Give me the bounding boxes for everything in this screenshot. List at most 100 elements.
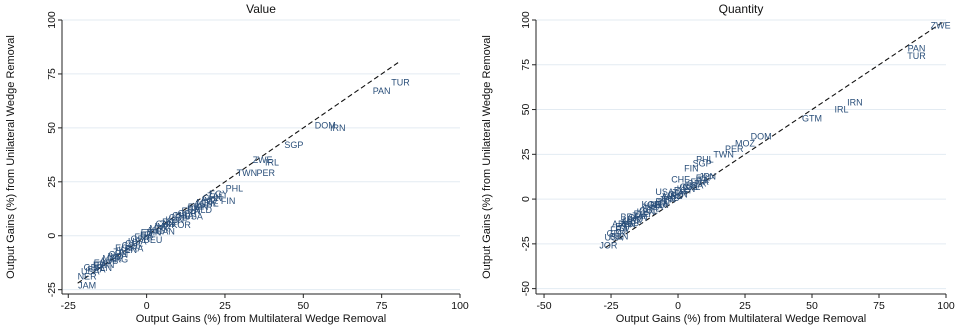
point-cluster-label: ESP — [141, 228, 159, 238]
x-tick-label: 50 — [297, 300, 309, 312]
reference-line — [77, 60, 401, 284]
point-cluster-label: FRA — [690, 177, 708, 187]
point-label-zwe: ZWE — [253, 155, 273, 165]
point-cluster-label: AUS — [194, 200, 213, 210]
point-cluster-label: COL — [169, 213, 188, 223]
point-cluster-label: EGY — [674, 186, 693, 196]
point-cluster-label: GBR — [687, 179, 707, 189]
point-label-ner: NER — [78, 272, 98, 282]
point-cluster-label: ITA — [93, 260, 106, 270]
point-label-sen: SEN — [93, 263, 112, 273]
point-label-fin: FIN — [221, 196, 236, 206]
point-label-tur: TUR — [907, 51, 926, 61]
x-tick-label: 75 — [873, 300, 885, 312]
point-label-sgp: SGP — [284, 140, 303, 150]
point-cluster-label: JPN — [97, 260, 114, 270]
point-cluster-label: FRA — [610, 225, 628, 235]
point-label-nld: NLD — [194, 205, 213, 215]
x-tick-label: -25 — [61, 300, 76, 312]
point-cluster-label: ITA — [187, 204, 200, 214]
point-cluster-label: JPN — [699, 171, 716, 181]
point-cluster-label: IND — [155, 221, 171, 231]
point-label-bra: BRA — [125, 244, 144, 254]
point-label-fin: FIN — [684, 164, 699, 174]
point-cluster-label: MEX — [663, 191, 683, 201]
point-cluster-label: USA — [645, 202, 664, 212]
point-cluster-label: ZAF — [113, 247, 131, 257]
point-cluster-label: CHL — [642, 204, 660, 214]
point-cluster-label: GBR — [178, 208, 198, 218]
point-cluster-label: EGY — [162, 217, 181, 227]
point-cluster-label: ESP — [615, 222, 633, 232]
y-tick-label: 100 — [520, 11, 532, 29]
point-cluster-label: AUS — [147, 226, 166, 236]
x-tick-label: 0 — [675, 300, 681, 312]
y-tick-label: 100 — [46, 11, 58, 29]
point-cluster-label: EGY — [115, 243, 134, 253]
point-label-usa: USA — [655, 187, 674, 197]
chart-panel-2: -50 -25 0 25 50 75 100-50-250255075100USAGBRFR… — [481, 2, 955, 325]
point-cluster-label: IND — [202, 195, 218, 205]
point-cluster-label: CHN — [109, 249, 129, 259]
y-tick-label: 75 — [520, 59, 532, 71]
point-label-phl: PHL — [226, 183, 244, 193]
point-cluster-label: ITA — [655, 198, 668, 208]
point-label-dom: DOM — [751, 131, 772, 141]
point-label-irl: IRL — [265, 157, 279, 167]
point-cluster-label: FRA — [181, 206, 199, 216]
point-cluster-label: ITA — [615, 223, 628, 233]
x-tick-label: -25 — [603, 300, 618, 312]
point-cluster-label: JPN — [659, 195, 676, 205]
point-cluster-label: ESP — [188, 202, 206, 212]
point-cluster-label: COL — [639, 205, 658, 215]
y-tick-label: 50 — [520, 104, 532, 116]
point-label-irn: IRN — [847, 97, 863, 107]
point-cluster-label: USA — [81, 267, 100, 277]
point-cluster-label: USA — [604, 232, 623, 242]
y-tick-label: -25 — [46, 282, 58, 297]
point-cluster-label: FRA — [87, 264, 105, 274]
point-cluster-label: ZAF — [672, 188, 690, 198]
y-tick-label: -50 — [520, 281, 532, 296]
x-axis-label: Output Gains (%) from Multilateral Wedge… — [616, 313, 866, 325]
x-tick-label: -50 — [536, 300, 551, 312]
point-cluster-label: USA — [175, 210, 194, 220]
point-label-kor: KOR — [641, 199, 661, 209]
point-cluster-label: CHN — [156, 219, 176, 229]
point-cluster-label: ESP — [94, 258, 112, 268]
chart-title: Quantity — [719, 2, 764, 16]
y-tick-label: 0 — [520, 196, 532, 202]
point-cluster-label: ZAF — [160, 219, 178, 229]
point-cluster-label: ESP — [696, 173, 714, 183]
x-tick-label: 50 — [806, 300, 818, 312]
point-cluster-label: MEX — [102, 254, 122, 264]
point-cluster-label: CHL — [682, 182, 700, 192]
point-cluster-label: MEX — [149, 223, 169, 233]
point-label-can: CAN — [156, 226, 175, 236]
point-cluster-label: FRA — [650, 200, 668, 210]
point-label-twn: TWN — [237, 168, 258, 178]
point-label-che: CHE — [200, 198, 219, 208]
point-cluster-label: KEN — [166, 215, 185, 225]
point-cluster-label: IND — [668, 191, 684, 201]
point-cluster-label: FRA — [134, 232, 152, 242]
point-label-tur: TUR — [391, 78, 410, 88]
point-cluster-label: CHN — [668, 189, 688, 199]
point-label-kor: KOR — [171, 220, 191, 230]
reference-line — [605, 21, 944, 248]
x-tick-label: 0 — [144, 300, 150, 312]
point-cluster-label: CHN — [203, 193, 223, 203]
point-label-per: PER — [725, 144, 744, 154]
chart-panel-1: -25 0 25 50 75 100-250255075100USAGBRFRAITAES… — [5, 2, 469, 325]
point-label-moz: MOZ — [735, 139, 755, 149]
point-cluster-label: IND — [108, 251, 124, 261]
point-cluster-label: KEN — [119, 245, 138, 255]
point-label-jor: JOR — [599, 241, 618, 251]
x-tick-label: 25 — [219, 300, 231, 312]
point-label-arg: ARG — [109, 254, 129, 264]
y-tick-label: 50 — [46, 122, 58, 134]
x-tick-label: 100 — [451, 300, 469, 312]
point-cluster-label: EGY — [634, 209, 653, 219]
point-cluster-label: ITA — [695, 175, 708, 185]
